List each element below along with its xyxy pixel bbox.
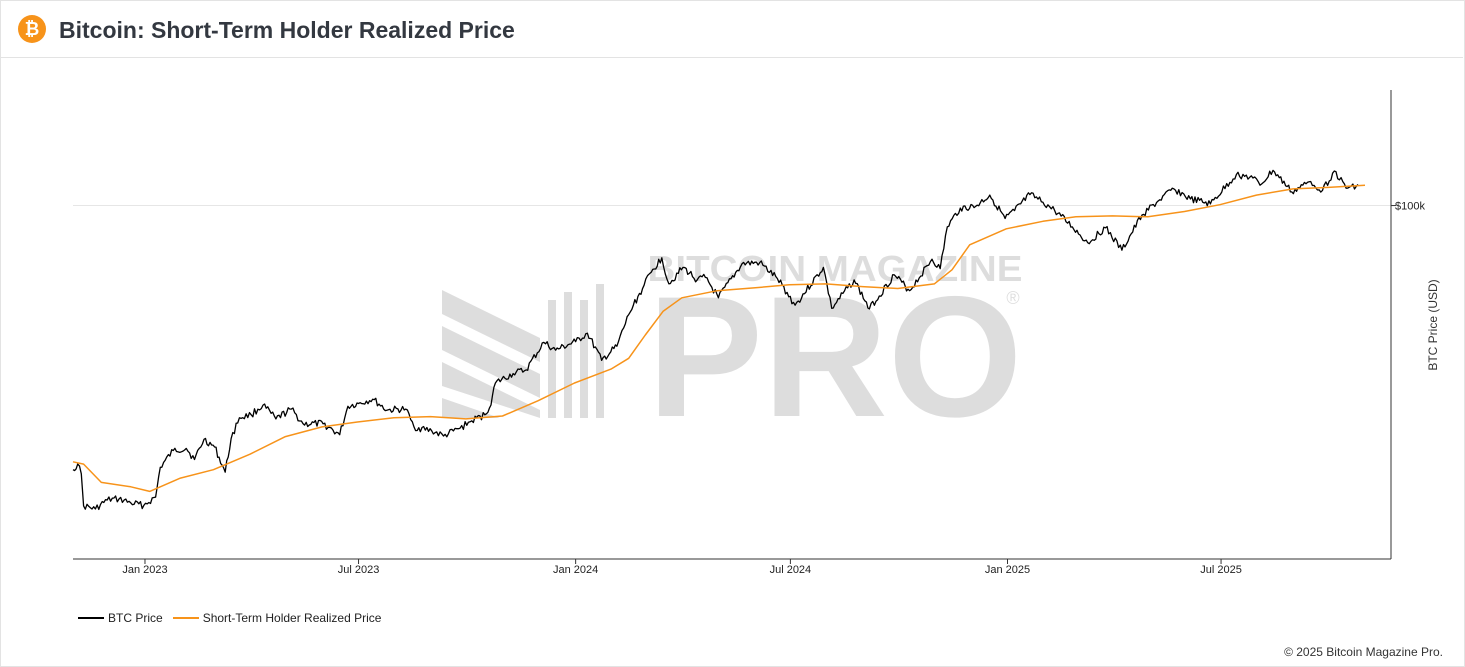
copyright-text: © 2025 Bitcoin Magazine Pro. (1284, 645, 1443, 659)
watermark-emblem-icon (442, 284, 604, 418)
bitcoin-logo-icon: ₿ (18, 15, 46, 43)
legend-item-sth-realized-price[interactable]: Short-Term Holder Realized Price (172, 611, 382, 625)
y-axis-label: BTC Price (USD) (1426, 279, 1440, 370)
chart-header: ₿ Bitcoin: Short-Term Holder Realized Pr… (0, 0, 1463, 58)
x-tick-label: Jul 2024 (770, 564, 812, 576)
y-tick-label: $100k (1395, 201, 1425, 213)
legend-item-btc-price[interactable]: BTC Price (78, 611, 163, 625)
legend-label: Short-Term Holder Realized Price (202, 611, 382, 625)
y-axis-ticks: $100k (1391, 201, 1425, 213)
x-tick-label: Jul 2023 (338, 564, 380, 576)
page-title: Bitcoin: Short-Term Holder Realized Pric… (59, 17, 515, 43)
series-line-sth-realized-price (72, 184, 1366, 493)
x-axis-ticks: Jan 2023 Jul 2023 Jan 2024 Jul 2024 Jan 2025… (122, 559, 1242, 576)
x-tick-label: Jan 2025 (985, 564, 1030, 576)
watermark: BITCOIN MAGAZINE PRO ® (442, 248, 1023, 453)
x-tick-label: Jul 2025 (1200, 564, 1242, 576)
watermark-main-text: PRO (648, 261, 1023, 453)
watermark-registered-mark: ® (1006, 288, 1019, 308)
watermark-top-text: BITCOIN MAGAZINE (648, 248, 1023, 289)
legend-swatch-btc-price (78, 617, 104, 619)
chart-legend: BTC Price Short-Term Holder Realized Pri… (78, 611, 391, 625)
legend-swatch-sth-realized-price (172, 617, 199, 619)
legend-label: BTC Price (108, 611, 163, 625)
x-tick-label: Jan 2024 (553, 564, 598, 576)
x-tick-label: Jan 2023 (122, 564, 167, 576)
chart-axes (73, 90, 1392, 560)
chart-series (72, 169, 1366, 511)
